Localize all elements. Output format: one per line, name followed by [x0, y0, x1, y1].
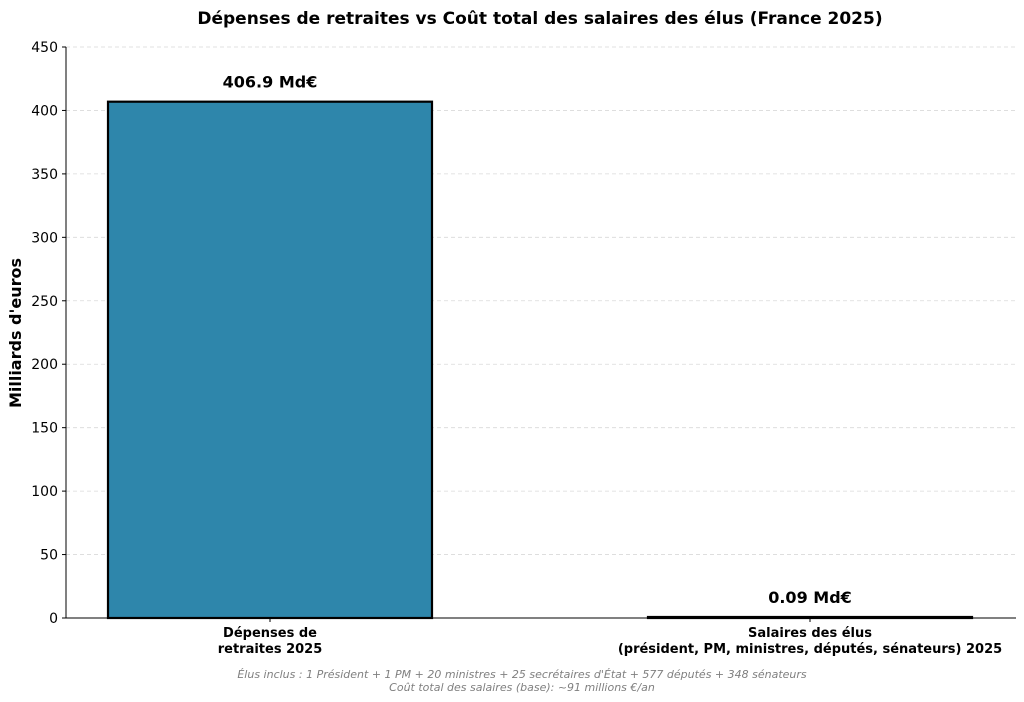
data-label-0: 406.9 Md€	[223, 73, 318, 92]
x-tick-label: retraites 2025	[218, 642, 323, 657]
y-ticks: 0 50 100 150 200 250 300 350 400 450	[31, 40, 66, 627]
y-tick-label: 450	[31, 40, 58, 56]
y-tick-label: 0	[49, 611, 58, 627]
grid-lines	[66, 46, 1016, 555]
footnote-line-1: Élus inclus : 1 Président + 1 PM + 20 mi…	[237, 668, 807, 681]
bar-0	[106, 100, 434, 620]
data-labels: 406.9 Md€ 0.09 Md€	[223, 73, 852, 607]
y-tick-label: 300	[31, 230, 58, 246]
axes	[65, 47, 1016, 619]
bars	[106, 100, 974, 620]
y-tick-label: 50	[40, 548, 58, 564]
data-label-1: 0.09 Md€	[768, 588, 852, 607]
y-tick-label: 200	[31, 357, 58, 373]
y-tick-label: 350	[31, 167, 58, 183]
y-axis-label: Milliards d'euros	[6, 258, 25, 408]
footnote-line-2: Coût total des salaires (base): ~91 mill…	[389, 681, 655, 694]
y-tick-label: 400	[31, 103, 58, 119]
y-tick-label: 150	[31, 421, 58, 437]
y-tick-label: 250	[31, 294, 58, 310]
x-tick-label: Salaires des élus	[748, 626, 872, 641]
chart-title: Dépenses de retraites vs Coût total des …	[197, 9, 882, 29]
x-tick-label: (président, PM, ministres, députés, séna…	[618, 642, 1002, 657]
x-tick-label: Dépenses de	[223, 626, 317, 641]
y-tick-label: 100	[31, 484, 58, 500]
